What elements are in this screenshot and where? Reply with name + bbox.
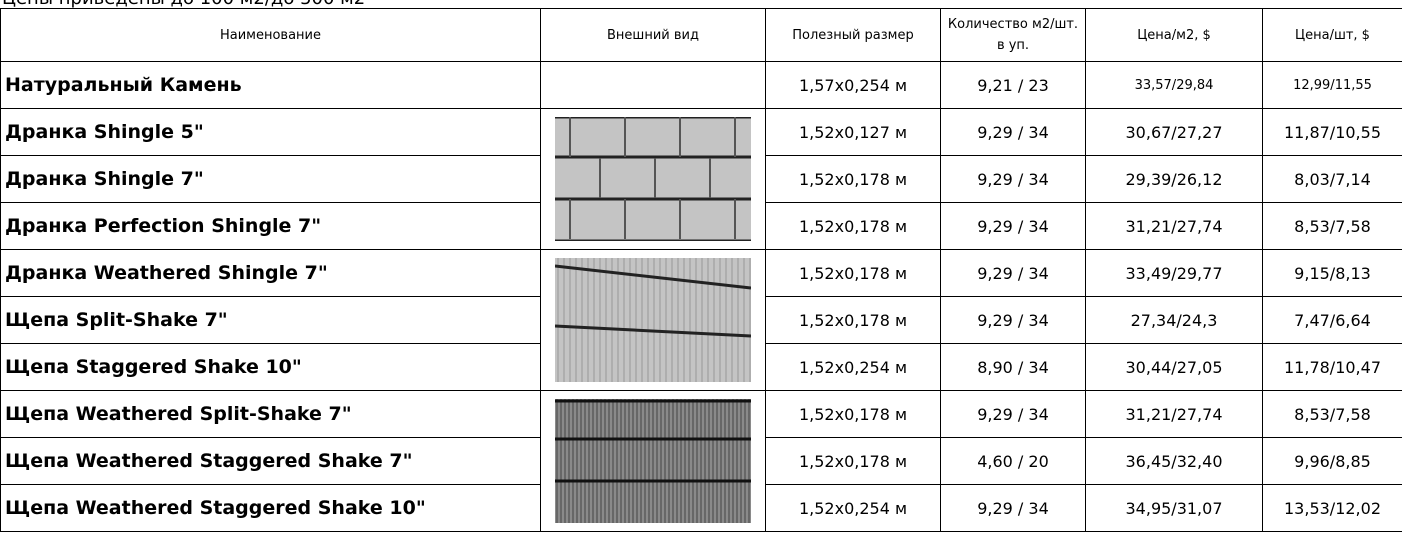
cell: 33,49/29,77 xyxy=(1085,249,1263,297)
cell: 8,53/7,58 xyxy=(1262,202,1402,250)
image-cell xyxy=(540,249,766,391)
cell: 11,87/10,55 xyxy=(1262,108,1402,156)
cell: 1,52x0,254 м xyxy=(765,343,941,391)
cell: 13,53/12,02 xyxy=(1262,484,1402,532)
product-name: Дранка Perfection Shingle 7" xyxy=(0,202,541,250)
image-cell xyxy=(540,108,766,250)
cell: 1,52x0,178 м xyxy=(765,249,941,297)
price-table: Наименование Внешний вид Полезный размер Ко… xyxy=(0,8,1402,532)
table-row: Щепа Split-Shake 7" 1,52x0,178 м 9,29 / 34… xyxy=(0,296,1402,344)
cell: 9,21 / 23 xyxy=(940,61,1086,109)
cell: 1,52x0,254 м xyxy=(765,484,941,532)
cell: 31,21/27,74 xyxy=(1085,390,1263,438)
cell: 33,57/29,84 xyxy=(1085,61,1263,109)
cell: 29,39/26,12 xyxy=(1085,155,1263,203)
cell: 4,60 / 20 xyxy=(940,437,1086,485)
table-row: Дранка Shingle 5" 1,52x0,127 м 9,29 / 34 30… xyxy=(0,108,1402,250)
product-name: Щепа Weathered Staggered Shake 7" xyxy=(0,437,541,485)
cell: 9,15/8,13 xyxy=(1262,249,1402,297)
table-body: Натуральный Камень 1,57x0,254 м 9,21 / 23 3… xyxy=(0,61,1402,532)
cell: 34,95/31,07 xyxy=(1085,484,1263,532)
image-cell xyxy=(540,61,766,109)
texture-image xyxy=(555,399,751,523)
cell: 8,53/7,58 xyxy=(1262,390,1402,438)
cell: 36,45/32,40 xyxy=(1085,437,1263,485)
cell: 1,52x0,178 м xyxy=(765,296,941,344)
cell: 9,29 / 34 xyxy=(940,296,1086,344)
table-row: Дранка Perfection Shingle 7" 1,52x0,178 м… xyxy=(0,202,1402,250)
cell: 9,29 / 34 xyxy=(940,108,1086,156)
cell: 30,67/27,27 xyxy=(1085,108,1263,156)
product-name: Щепа Weathered Staggered Shake 10" xyxy=(0,484,541,532)
column-header: Количество м2/шт. в уп. xyxy=(940,8,1086,62)
cell: 9,29 / 34 xyxy=(940,155,1086,203)
table-row: Щепа Weathered Staggered Shake 10" 1,52x0… xyxy=(0,484,1402,532)
cell: 1,57x0,254 м xyxy=(765,61,941,109)
image-cell xyxy=(540,390,766,532)
texture-image xyxy=(555,258,751,382)
texture-image xyxy=(555,117,751,241)
cell: 1,52x0,178 м xyxy=(765,390,941,438)
product-name: Щепа Split-Shake 7" xyxy=(0,296,541,344)
product-name: Щепа Weathered Split-Shake 7" xyxy=(0,390,541,438)
product-name: Щепа Staggered Shake 10" xyxy=(0,343,541,391)
cell: 9,96/8,85 xyxy=(1262,437,1402,485)
table-row: Щепа Weathered Split-Shake 7" 1,52x0,178 … xyxy=(0,390,1402,532)
header-row: Наименование Внешний вид Полезный размер Ко… xyxy=(0,8,1402,62)
cell: 9,29 / 34 xyxy=(940,249,1086,297)
cell: 9,29 / 34 xyxy=(940,202,1086,250)
column-header: Полезный размер xyxy=(765,8,941,62)
cell: 1,52x0,178 м xyxy=(765,202,941,250)
cell: 11,78/10,47 xyxy=(1262,343,1402,391)
cell: 27,34/24,3 xyxy=(1085,296,1263,344)
column-header: Цена/м2, $ xyxy=(1085,8,1263,62)
cell: 7,47/6,64 xyxy=(1262,296,1402,344)
product-name: Дранка Shingle 5" xyxy=(0,108,541,156)
price-note: Цены приведены до 100 м2/до 500 м2 xyxy=(2,0,365,9)
cell: 30,44/27,05 xyxy=(1085,343,1263,391)
product-name: Дранка Shingle 7" xyxy=(0,155,541,203)
cell: 9,29 / 34 xyxy=(940,484,1086,532)
cell: 1,52x0,127 м xyxy=(765,108,941,156)
cell: 31,21/27,74 xyxy=(1085,202,1263,250)
column-header: Наименование xyxy=(0,8,541,62)
cell: 12,99/11,55 xyxy=(1262,61,1402,109)
cell: 1,52x0,178 м xyxy=(765,437,941,485)
table-row: Дранка Shingle 7" 1,52x0,178 м 9,29 / 34 29… xyxy=(0,155,1402,203)
cell: 8,03/7,14 xyxy=(1262,155,1402,203)
cell: 1,52x0,178 м xyxy=(765,155,941,203)
product-name: Дранка Weathered Shingle 7" xyxy=(0,249,541,297)
cell: 8,90 / 34 xyxy=(940,343,1086,391)
product-name: Натуральный Камень xyxy=(0,61,541,109)
cell: 9,29 / 34 xyxy=(940,390,1086,438)
column-header: Цена/шт, $ xyxy=(1262,8,1402,62)
table-row: Натуральный Камень 1,57x0,254 м 9,21 / 23 3… xyxy=(0,61,1402,109)
column-header: Внешний вид xyxy=(540,8,766,62)
